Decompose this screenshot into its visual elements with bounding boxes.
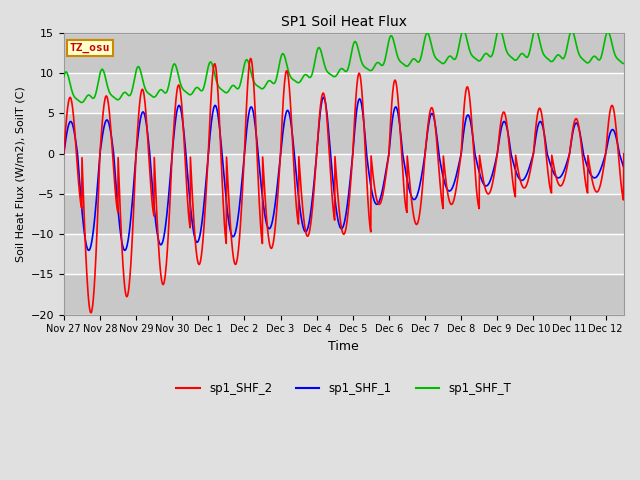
Legend: sp1_SHF_2, sp1_SHF_1, sp1_SHF_T: sp1_SHF_2, sp1_SHF_1, sp1_SHF_T: [172, 377, 516, 399]
Bar: [64, 73, 624, 113]
Bar: [64, 33, 624, 73]
Bar: [64, 154, 624, 194]
Title: SP1 Soil Heat Flux: SP1 Soil Heat Flux: [281, 15, 407, 29]
X-axis label: Time: Time: [328, 340, 359, 353]
Y-axis label: Soil Heat Flux (W/m2), SoilT (C): Soil Heat Flux (W/m2), SoilT (C): [15, 86, 25, 262]
Text: TZ_osu: TZ_osu: [69, 43, 110, 53]
Bar: [64, 113, 624, 154]
Bar: [64, 275, 624, 315]
Bar: [64, 234, 624, 275]
Bar: [64, 194, 624, 234]
